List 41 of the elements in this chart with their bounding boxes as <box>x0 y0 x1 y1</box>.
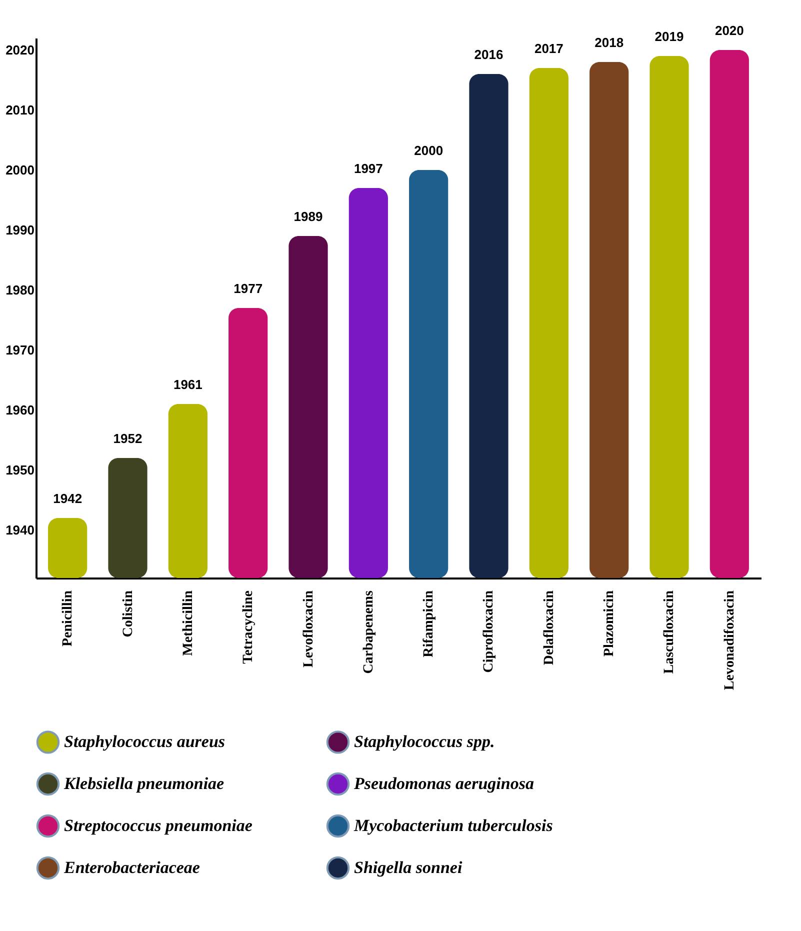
y-tick-label: 1990 <box>6 222 34 238</box>
legend-label: Klebsiella pneumoniae <box>63 774 225 793</box>
legend-label: Enterobacteriaceae <box>63 858 200 877</box>
data-label: 2018 <box>594 35 624 50</box>
legend-label: Staphylococcus aureus <box>64 732 226 752</box>
x-tick-label: Carbapenems <box>361 590 376 674</box>
x-tick-label: Delafloxacin <box>542 590 557 666</box>
y-tick-label: 2020 <box>6 42 34 58</box>
data-label: 1977 <box>234 281 263 296</box>
y-tick-label: 1960 <box>6 402 34 418</box>
x-tick-label: Levonadifoxacin <box>722 590 738 690</box>
x-tick-label: Plazomicin <box>602 590 618 657</box>
data-label: 1997 <box>354 161 383 176</box>
y-tick-label: 2000 <box>6 162 34 178</box>
y-tick-label: 1950 <box>6 462 34 478</box>
data-label: 2017 <box>534 41 564 56</box>
data-label: 1942 <box>53 491 82 506</box>
x-tick-label: Colistin <box>120 590 136 638</box>
x-tick-label: Methicillin <box>180 590 196 656</box>
x-tick-label: Ciprofloxacin <box>482 590 497 673</box>
legend-label: Mycobacterium tuberculosis <box>353 816 554 835</box>
data-label: 2020 <box>714 23 744 38</box>
x-tick-label: Rifampicin <box>422 590 437 658</box>
x-tick-label: Tetracycline <box>241 590 256 664</box>
data-label: 1989 <box>294 209 323 224</box>
y-tick-label: 1970 <box>6 342 34 358</box>
legend-label: Pseudomonas aeruginosa <box>353 774 534 793</box>
y-tick-label: 1940 <box>6 522 34 538</box>
x-tick-label: Lascufloxacin <box>662 590 678 674</box>
data-label: 2019 <box>654 29 684 44</box>
y-tick-label: 2010 <box>6 102 34 118</box>
data-label: 2000 <box>414 143 444 158</box>
legend-label: Streptococcus pneumoniae <box>64 816 253 835</box>
data-label: 1952 <box>113 431 142 446</box>
data-label: 2016 <box>474 47 504 62</box>
data-label: 1961 <box>173 377 202 392</box>
y-tick-label: 1980 <box>6 282 34 298</box>
x-tick-label: Penicillin <box>60 590 76 646</box>
legend-label: Staphylococcus spp. <box>354 732 495 752</box>
legend-label: Shigella sonnei <box>354 858 462 877</box>
x-tick-label: Levofloxacin <box>301 590 316 668</box>
